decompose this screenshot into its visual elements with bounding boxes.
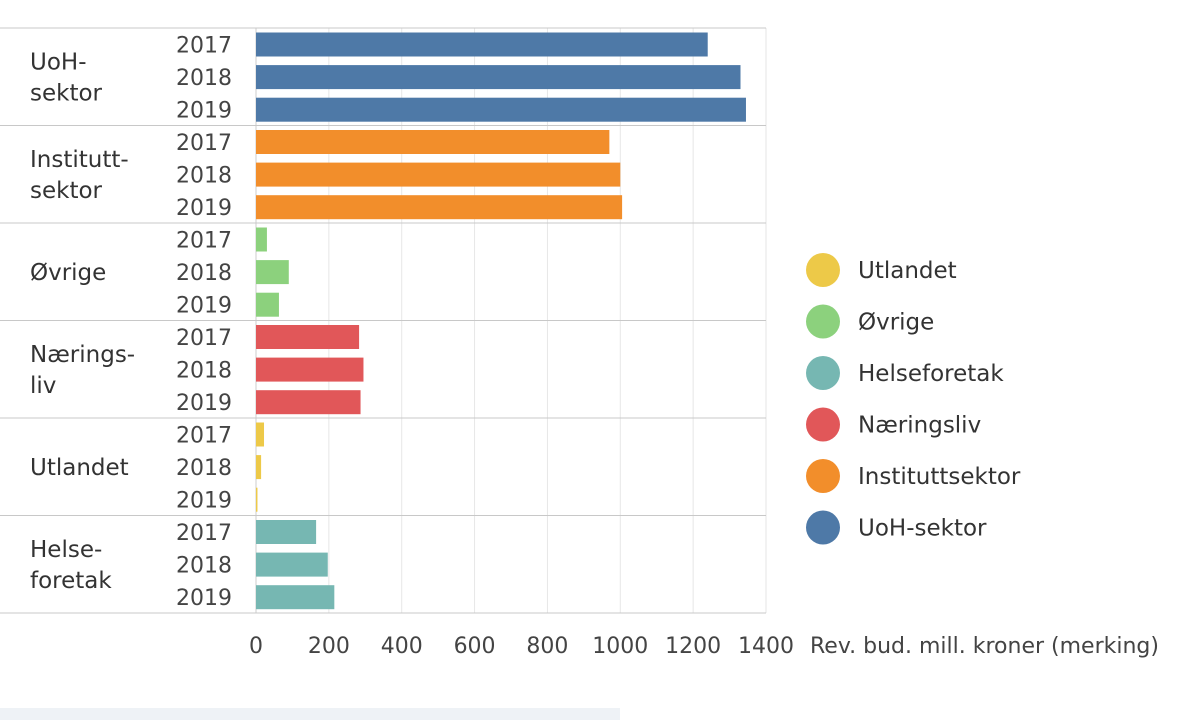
bar bbox=[256, 65, 741, 90]
bar bbox=[256, 422, 265, 447]
legend-label: Næringsliv bbox=[858, 413, 981, 439]
year-label: 2017 bbox=[176, 34, 232, 59]
group-label: UoH- bbox=[30, 49, 87, 75]
x-tick-label: 400 bbox=[381, 634, 423, 659]
bar bbox=[256, 227, 267, 252]
year-label: 2019 bbox=[176, 489, 232, 514]
legend-swatch bbox=[806, 304, 840, 339]
legend: Utlandet Øvrige Helseforetak Næringsliv Inst… bbox=[806, 253, 1021, 545]
y-axis-labels: UoH-sektor 2017 2018 2019 Institutt-sektor 20… bbox=[30, 34, 232, 612]
year-label: 2017 bbox=[176, 131, 232, 156]
legend-swatch bbox=[806, 510, 840, 545]
bar bbox=[256, 195, 623, 220]
x-tick-label: 200 bbox=[308, 634, 350, 659]
x-tick-label: 800 bbox=[526, 634, 568, 659]
year-label: 2017 bbox=[176, 326, 232, 351]
bar bbox=[256, 552, 328, 577]
bar bbox=[256, 130, 610, 154]
year-label: 2019 bbox=[176, 391, 232, 416]
bar bbox=[256, 292, 279, 317]
group-separators bbox=[0, 27, 766, 614]
legend-swatch bbox=[806, 459, 840, 493]
year-label: 2018 bbox=[176, 359, 232, 384]
group-label: Helse- bbox=[30, 537, 102, 563]
group-label: sektor bbox=[30, 178, 103, 204]
year-label: 2018 bbox=[176, 456, 232, 481]
legend-label: Instituttsektor bbox=[858, 464, 1021, 490]
x-tick-label: 1400 bbox=[738, 634, 794, 659]
legend-swatch bbox=[806, 253, 840, 287]
x-axis: 0 200 400 600 800 1000 1200 1400 bbox=[249, 634, 794, 659]
bar bbox=[256, 32, 708, 57]
bar bbox=[256, 390, 361, 415]
group-label: sektor bbox=[30, 80, 103, 106]
legend-swatch bbox=[806, 407, 840, 442]
bottom-scroll-strip bbox=[0, 708, 620, 720]
x-axis-label: Rev. bud. mill. kroner (merking) bbox=[810, 634, 1159, 659]
bar bbox=[256, 97, 746, 122]
bar bbox=[256, 455, 262, 480]
year-label: 2018 bbox=[176, 554, 232, 579]
group-label: liv bbox=[30, 373, 56, 399]
year-label: 2018 bbox=[176, 164, 232, 189]
legend-label: UoH-sektor bbox=[858, 516, 987, 542]
group-label: Institutt- bbox=[30, 147, 129, 173]
year-label: 2017 bbox=[176, 424, 232, 449]
group-label: Øvrige bbox=[30, 260, 106, 286]
year-label: 2018 bbox=[176, 66, 232, 91]
x-tick-label: 0 bbox=[249, 634, 263, 659]
year-label: 2017 bbox=[176, 229, 232, 254]
bar bbox=[256, 357, 364, 382]
group-label: foretak bbox=[30, 568, 112, 594]
bar bbox=[256, 162, 621, 187]
legend-swatch bbox=[806, 356, 840, 390]
year-label: 2018 bbox=[176, 261, 232, 286]
x-tick-label: 600 bbox=[454, 634, 496, 659]
group-label: Utlandet bbox=[30, 455, 129, 481]
bar bbox=[256, 325, 360, 349]
bar bbox=[256, 520, 317, 544]
year-label: 2019 bbox=[176, 586, 232, 611]
bar bbox=[256, 260, 289, 285]
x-tick-label: 1200 bbox=[665, 634, 721, 659]
year-label: 2017 bbox=[176, 521, 232, 546]
year-label: 2019 bbox=[176, 196, 232, 221]
bar bbox=[256, 487, 258, 512]
bar bbox=[256, 585, 335, 610]
x-tick-label: 1000 bbox=[592, 634, 648, 659]
year-label: 2019 bbox=[176, 294, 232, 319]
legend-label: Øvrige bbox=[858, 310, 934, 336]
legend-label: Utlandet bbox=[858, 258, 957, 284]
year-label: 2019 bbox=[176, 99, 232, 124]
group-label: Nærings- bbox=[30, 342, 135, 368]
legend-label: Helseforetak bbox=[858, 361, 1004, 387]
bars bbox=[256, 32, 746, 610]
